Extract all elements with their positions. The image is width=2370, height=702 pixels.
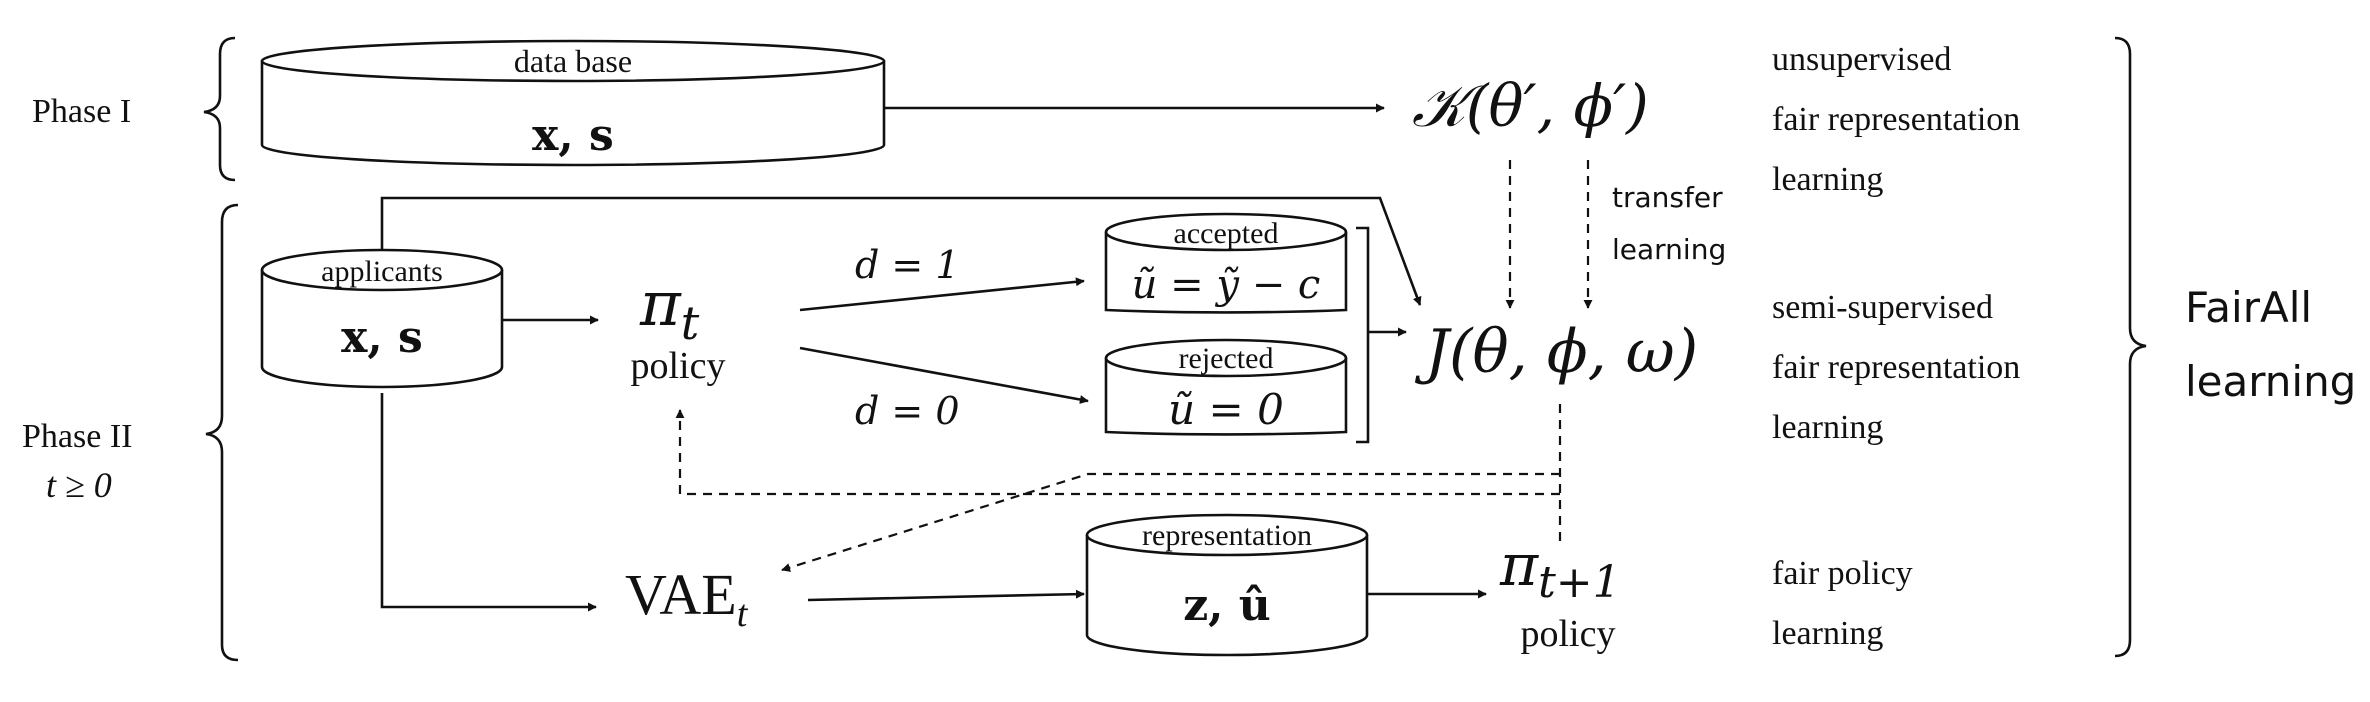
semi-supervised-line1: semi-supervised bbox=[1772, 289, 1993, 326]
representation-title: representation bbox=[1142, 519, 1312, 552]
rejected-content: ũ = 0 bbox=[1168, 385, 1284, 434]
dashed-j-to-vae bbox=[781, 472, 1560, 572]
accepted-title: accepted bbox=[1174, 217, 1279, 250]
applicants-cylinder: applicants x, s bbox=[260, 248, 504, 389]
rejected-title: rejected bbox=[1179, 342, 1274, 375]
policy-t1-caption: policy bbox=[1521, 613, 1616, 655]
phase2-brace bbox=[205, 203, 239, 662]
database-content: x, s bbox=[532, 110, 614, 161]
arrow-policy-reject bbox=[799, 346, 1089, 404]
phase1-brace bbox=[203, 36, 236, 182]
fairall-brace bbox=[2114, 36, 2147, 658]
unsupervised-line2: fair representation bbox=[1772, 101, 2020, 138]
outcome-bracket bbox=[1356, 226, 1370, 444]
applicants-title: applicants bbox=[321, 255, 443, 288]
unsupervised-line3: learning bbox=[1772, 161, 1883, 198]
representation-cylinder: representation z, û bbox=[1085, 513, 1369, 657]
phase1-label: Phase I bbox=[32, 93, 131, 130]
unsupervised-line1: unsupervised bbox=[1772, 41, 1951, 78]
policy-t1-symbol: πt+1 bbox=[1499, 531, 1621, 608]
arrow-applicants-to-j bbox=[380, 196, 1422, 306]
fairall-line1: FairAll bbox=[2185, 283, 2312, 332]
applicants-content: x, s bbox=[341, 312, 423, 363]
policy-learning-labels: fair policy learning bbox=[1772, 555, 1913, 652]
transfer-label-line2: learning bbox=[1612, 233, 1726, 266]
policy-t1: πt+1 policy bbox=[1499, 531, 1621, 655]
policy-learning-line2: learning bbox=[1772, 615, 1883, 652]
fairall-line2: learning bbox=[2185, 357, 2356, 406]
database-title: data base bbox=[514, 43, 632, 79]
objective-j: J(θ, ϕ, ω) bbox=[1414, 317, 1698, 387]
representation-content: z, û bbox=[1183, 580, 1271, 631]
dashed-j-to-policy-t bbox=[675, 409, 1560, 496]
policy-learning-line1: fair policy bbox=[1772, 555, 1913, 592]
rejected-cylinder: rejected ũ = 0 bbox=[1104, 338, 1348, 436]
arrow-policy-accept bbox=[799, 277, 1085, 312]
accepted-cylinder: accepted ũ = ỹ − c bbox=[1104, 212, 1348, 314]
policy-t-caption: policy bbox=[631, 345, 726, 387]
decision-accept-label: d = 1 bbox=[855, 243, 960, 287]
policy-t-symbol: πt bbox=[639, 267, 700, 350]
semi-supervised-line2: fair representation bbox=[1772, 349, 2020, 386]
objective-k: 𝒦(θ′, ϕ′) bbox=[1412, 72, 1649, 140]
semi-supervised-labels: semi-supervised fair representation lear… bbox=[1772, 289, 2020, 446]
accepted-content: ũ = ỹ − c bbox=[1132, 262, 1321, 308]
database-cylinder: data base x, s bbox=[260, 39, 886, 167]
semi-supervised-line3: learning bbox=[1772, 409, 1883, 446]
arrow-vae-to-representation bbox=[807, 589, 1085, 602]
vae-label: VAEt bbox=[625, 562, 749, 635]
phase2-label: Phase II bbox=[22, 418, 132, 455]
unsupervised-labels: unsupervised fair representation learnin… bbox=[1772, 41, 2020, 198]
phase2-condition: t ≥ 0 bbox=[46, 465, 112, 505]
arrow-applicants-to-vae bbox=[380, 393, 597, 612]
decision-reject-label: d = 0 bbox=[855, 389, 960, 433]
policy-t: πt policy bbox=[631, 267, 726, 387]
transfer-label-line1: transfer bbox=[1612, 181, 1723, 214]
